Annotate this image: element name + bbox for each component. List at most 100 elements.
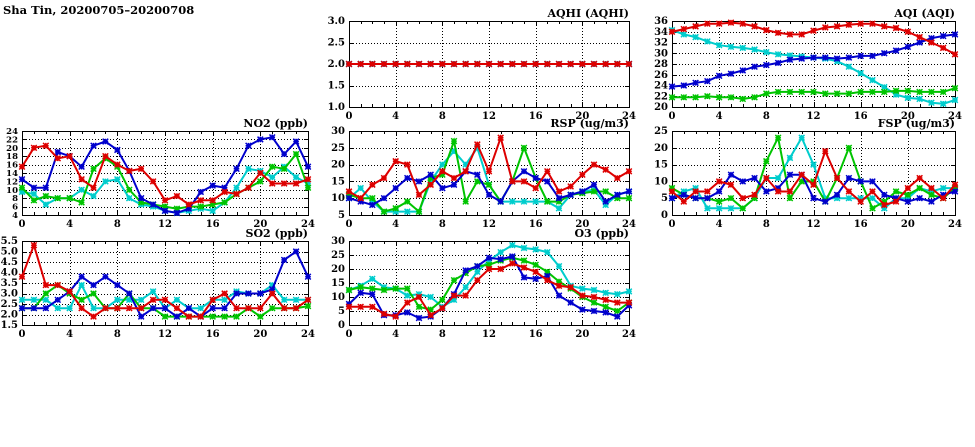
x-tick-label: 12: [807, 219, 821, 230]
series-line-blue: [671, 33, 956, 88]
y-tick-label: 20: [654, 102, 668, 113]
y-tick-label: 20: [6, 144, 18, 154]
y-tick-label: 2.5: [328, 38, 345, 49]
chart-title-no2: NO2 (ppb): [243, 117, 308, 130]
y-tick-label: 24: [654, 81, 668, 92]
y-tick-label: 32: [654, 38, 668, 49]
x-tick-label: 20: [575, 219, 589, 230]
x-tick-label: 0: [669, 111, 676, 122]
x-tick-label: 4: [716, 111, 723, 122]
y-tick-label: 24: [6, 127, 18, 137]
x-tick-label: 4: [392, 329, 399, 340]
x-tick-label: 8: [763, 219, 770, 230]
x-tick-label: 0: [346, 111, 353, 122]
plot-border: [22, 241, 309, 326]
chart-title-rsp: RSP (ug/m3): [550, 117, 629, 130]
y-tick-label: 6: [12, 203, 18, 213]
y-tick-label: 4: [12, 211, 18, 221]
y-tick-label: 20: [331, 160, 345, 171]
y-tick-label: 20: [331, 264, 345, 275]
plot-border: [22, 131, 309, 216]
series-markers-red: [345, 260, 633, 320]
chart-title-so2: SO2 (ppb): [246, 227, 309, 240]
series-markers-blue: [345, 167, 633, 209]
x-tick-label: 4: [716, 219, 723, 230]
x-tick-label: 16: [206, 219, 220, 230]
y-tick-label: 15: [654, 160, 668, 171]
y-tick-label: 5: [338, 210, 345, 221]
x-tick-label: 16: [529, 111, 543, 122]
x-tick-label: 16: [529, 329, 543, 340]
x-tick-label: 20: [901, 219, 915, 230]
y-tick-label: 4.0: [1, 268, 18, 279]
y-tick-label: 8: [12, 194, 18, 204]
x-tick-label: 24: [301, 329, 315, 340]
y-tick-label: 22: [654, 91, 668, 102]
y-tick-label: 10: [331, 292, 345, 303]
x-tick-label: 20: [253, 329, 267, 340]
series-markers-red: [345, 60, 633, 68]
x-tick-label: 4: [392, 219, 399, 230]
x-tick-label: 12: [807, 111, 821, 122]
x-tick-label: 8: [439, 219, 446, 230]
x-tick-label: 12: [482, 329, 496, 340]
y-tick-label: 10: [331, 193, 345, 204]
y-tick-label: 26: [654, 70, 668, 81]
x-tick-label: 4: [392, 111, 399, 122]
x-tick-label: 12: [482, 111, 496, 122]
chart-so2: 1.52.02.53.03.54.04.55.05.5 0 4 8 12 16 20 24 SO…: [1, 227, 315, 340]
chart-title-aqi: AQI (AQI): [893, 7, 955, 20]
series-line-red: [671, 21, 956, 56]
y-tick-label: 15: [331, 278, 345, 289]
x-tick-label: 0: [19, 329, 26, 340]
chart-fsp: 0 5 10 15 20 25 0 4 8 12 16 20 24 FSP (ug/m3): [654, 117, 962, 230]
x-tick-label: 20: [253, 219, 267, 230]
y-tick-label: 4.5: [1, 257, 18, 268]
x-tick-label: 16: [529, 219, 543, 230]
x-tick-label: 16: [206, 329, 220, 340]
x-tick-label: 24: [622, 111, 636, 122]
x-tick-label: 12: [158, 219, 172, 230]
y-tick-label: 5.0: [1, 247, 18, 258]
y-tick-label: 0: [338, 320, 345, 331]
y-tick-label: 3.0: [1, 289, 18, 300]
y-tick-label: 15: [331, 176, 345, 187]
y-tick-label: 1.0: [328, 102, 345, 113]
chart-aqhi: 1.0 1.5 2.0 2.5 3.0 0 4 8 12 16 20 24 AQHI (AQHI): [328, 7, 636, 122]
y-tick-label: 22: [6, 135, 18, 145]
x-tick-label: 12: [158, 329, 172, 340]
x-tick-label: 16: [854, 219, 868, 230]
x-tick-label: 8: [114, 219, 121, 230]
series-markers-blue: [18, 248, 312, 320]
series-markers-red: [668, 147, 959, 209]
y-tick-label: 5: [661, 193, 668, 204]
plot-border: [672, 21, 956, 108]
y-tick-label: 5.5: [1, 236, 18, 247]
x-tick-label: 20: [575, 329, 589, 340]
series-markers-blue: [18, 133, 312, 217]
chart-title-o3: O3 (ppb): [574, 227, 629, 240]
series-line-blue: [348, 170, 630, 206]
x-tick-label: 8: [439, 329, 446, 340]
series-markers-green: [668, 84, 959, 103]
y-tick-label: 36: [654, 16, 668, 27]
x-tick-label: 24: [622, 329, 636, 340]
x-tick-label: 4: [66, 329, 73, 340]
y-tick-label: 16: [6, 161, 18, 171]
y-tick-label: 34: [654, 27, 668, 38]
y-tick-label: 2.5: [1, 299, 18, 310]
y-tick-label: 2.0: [1, 310, 18, 321]
series-markers-red: [18, 241, 312, 320]
chart-title-fsp: FSP (ug/m3): [878, 117, 955, 130]
x-tick-label: 24: [948, 219, 962, 230]
y-tick-label: 30: [331, 236, 345, 247]
x-tick-label: 12: [482, 219, 496, 230]
y-tick-label: 3.0: [328, 16, 345, 27]
plot-border: [349, 241, 630, 326]
y-tick-label: 5: [338, 306, 345, 317]
y-tick-label: 12: [6, 177, 18, 187]
